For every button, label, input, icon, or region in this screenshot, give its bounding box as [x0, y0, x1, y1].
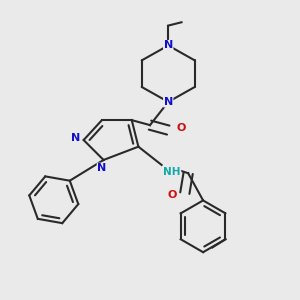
- Text: O: O: [167, 190, 176, 200]
- Text: O: O: [176, 123, 186, 134]
- Text: N: N: [164, 97, 173, 107]
- Text: NH: NH: [163, 167, 181, 177]
- Text: N: N: [97, 163, 106, 173]
- Text: N: N: [164, 40, 173, 50]
- Text: N: N: [71, 134, 80, 143]
